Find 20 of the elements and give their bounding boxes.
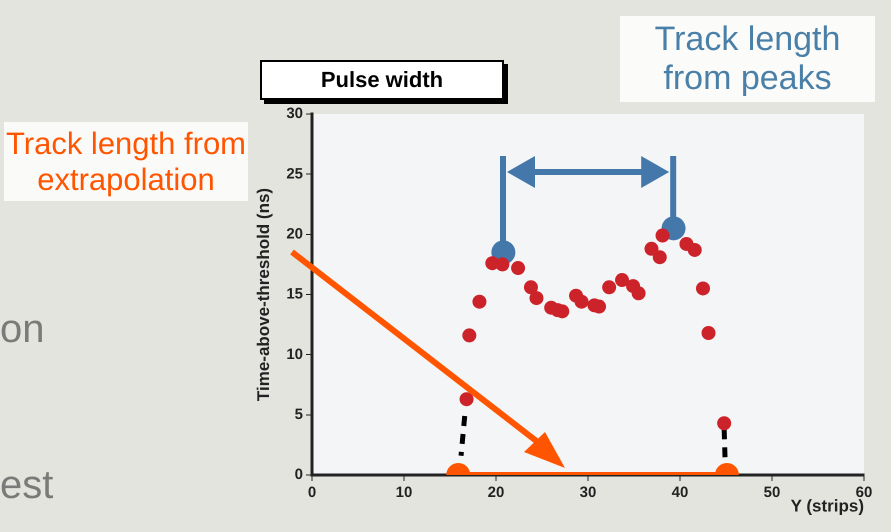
y-tick-label: 15 [286,286,303,303]
x-tick-label: 40 [672,484,688,502]
y-tick-label: 0 [294,466,303,484]
y-axis-title: Time-above-threshold (ns) [254,188,273,402]
y-tick-label: 30 [286,105,303,122]
x-axis-title: Y (strips) [790,496,864,516]
y-tick-label: 20 [286,225,303,242]
x-tick-label: 50 [764,484,780,502]
y-tick-label: 10 [286,346,303,363]
text: est [0,462,54,509]
y-tick-label: 25 [286,165,303,182]
y-tick-label: 5 [294,406,303,423]
x-tick-label: 10 [396,484,412,502]
x-tick-label: 20 [488,484,504,502]
text: Track length from extrapolation [4,122,248,202]
chart-title: Pulse width [260,60,504,100]
text: on [0,306,46,353]
x-tick-label: 30 [580,484,596,502]
text: Track length from peaks [620,16,875,102]
x-tick-label: 0 [308,484,316,502]
